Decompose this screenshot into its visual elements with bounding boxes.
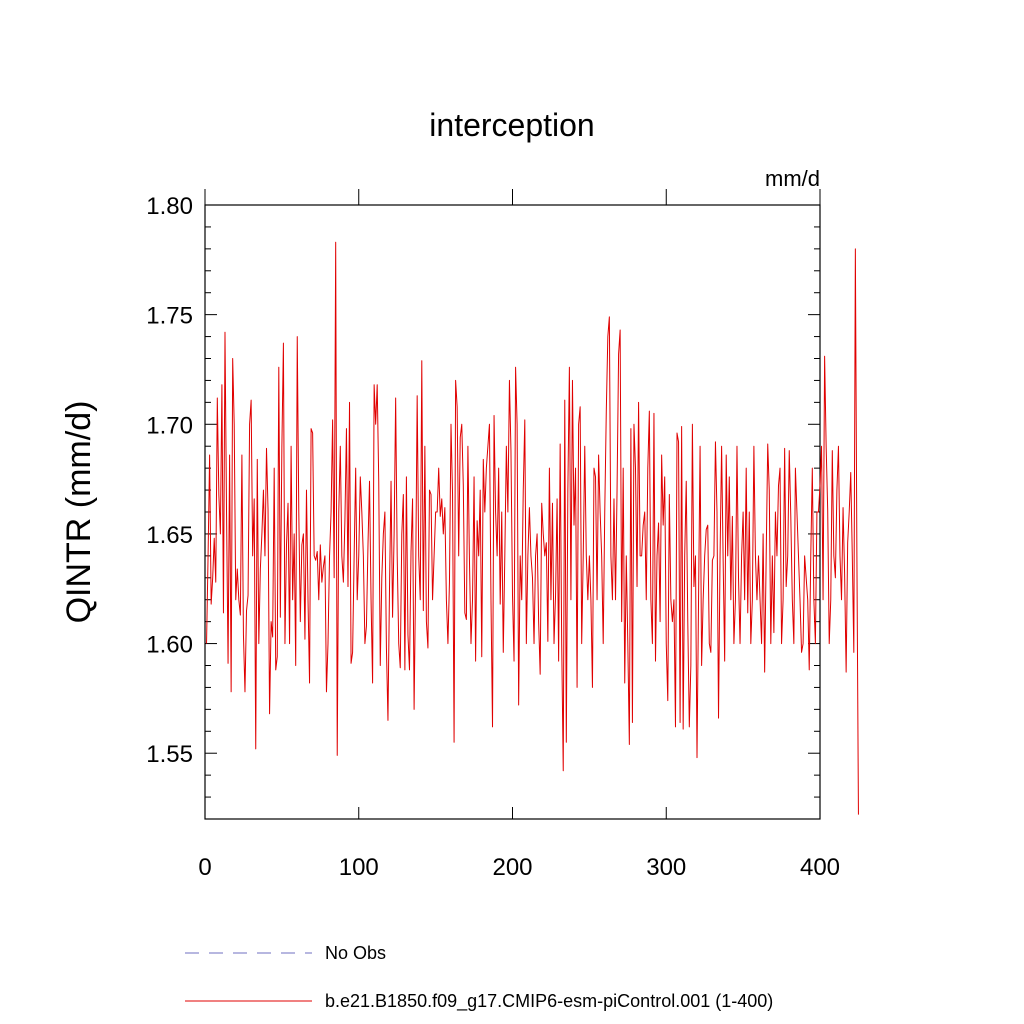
x-tick-label: 0 <box>198 854 211 881</box>
y-tick-label: 1.60 <box>146 632 193 659</box>
legend-label-model: b.e21.B1850.f09_g17.CMIP6-esm-piControl.… <box>325 991 773 1012</box>
series-line-piControl <box>206 241 859 815</box>
legend-label-no-obs: No Obs <box>325 943 386 963</box>
axis-ticks <box>204 189 821 820</box>
x-tick-label: 100 <box>339 854 379 881</box>
y-tick-label: 1.80 <box>146 193 193 220</box>
y-tick-label: 1.65 <box>146 522 193 549</box>
y-tick-labels: 1.55 1.60 1.65 1.70 1.75 1.80 <box>146 193 193 768</box>
plot-frame <box>204 204 821 820</box>
x-tick-label: 400 <box>800 854 840 881</box>
y-axis-label: QINTR (mm/d) <box>60 401 98 624</box>
y-tick-label: 1.75 <box>146 303 193 330</box>
legend: No Obs b.e21.B1850.f09_g17.CMIP6-esm-piC… <box>185 943 773 1012</box>
y-tick-label: 1.55 <box>146 741 193 768</box>
x-tick-labels: 0 100 200 300 400 <box>198 854 840 881</box>
chart-title: interception <box>429 107 594 143</box>
y-tick-label: 1.70 <box>146 412 193 439</box>
x-tick-label: 300 <box>646 854 686 881</box>
x-tick-label: 200 <box>492 854 532 881</box>
units-label: mm/d <box>765 166 820 191</box>
